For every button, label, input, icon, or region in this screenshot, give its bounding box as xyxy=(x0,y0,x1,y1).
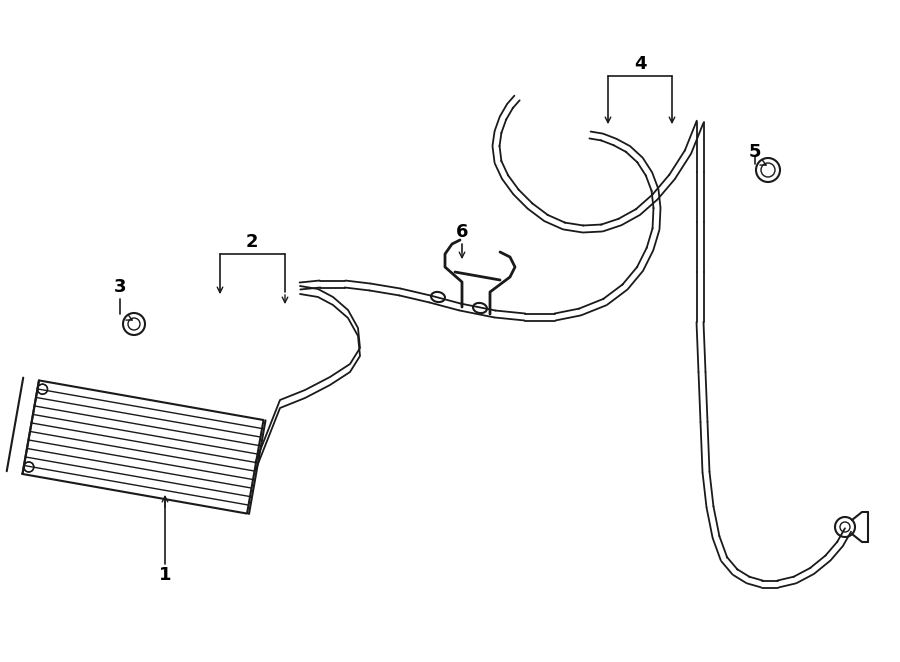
Text: 1: 1 xyxy=(158,566,171,584)
Text: 3: 3 xyxy=(113,278,126,296)
Text: 5: 5 xyxy=(749,143,761,161)
Text: 2: 2 xyxy=(246,233,258,251)
Text: 6: 6 xyxy=(455,223,468,241)
Text: 4: 4 xyxy=(634,55,646,73)
